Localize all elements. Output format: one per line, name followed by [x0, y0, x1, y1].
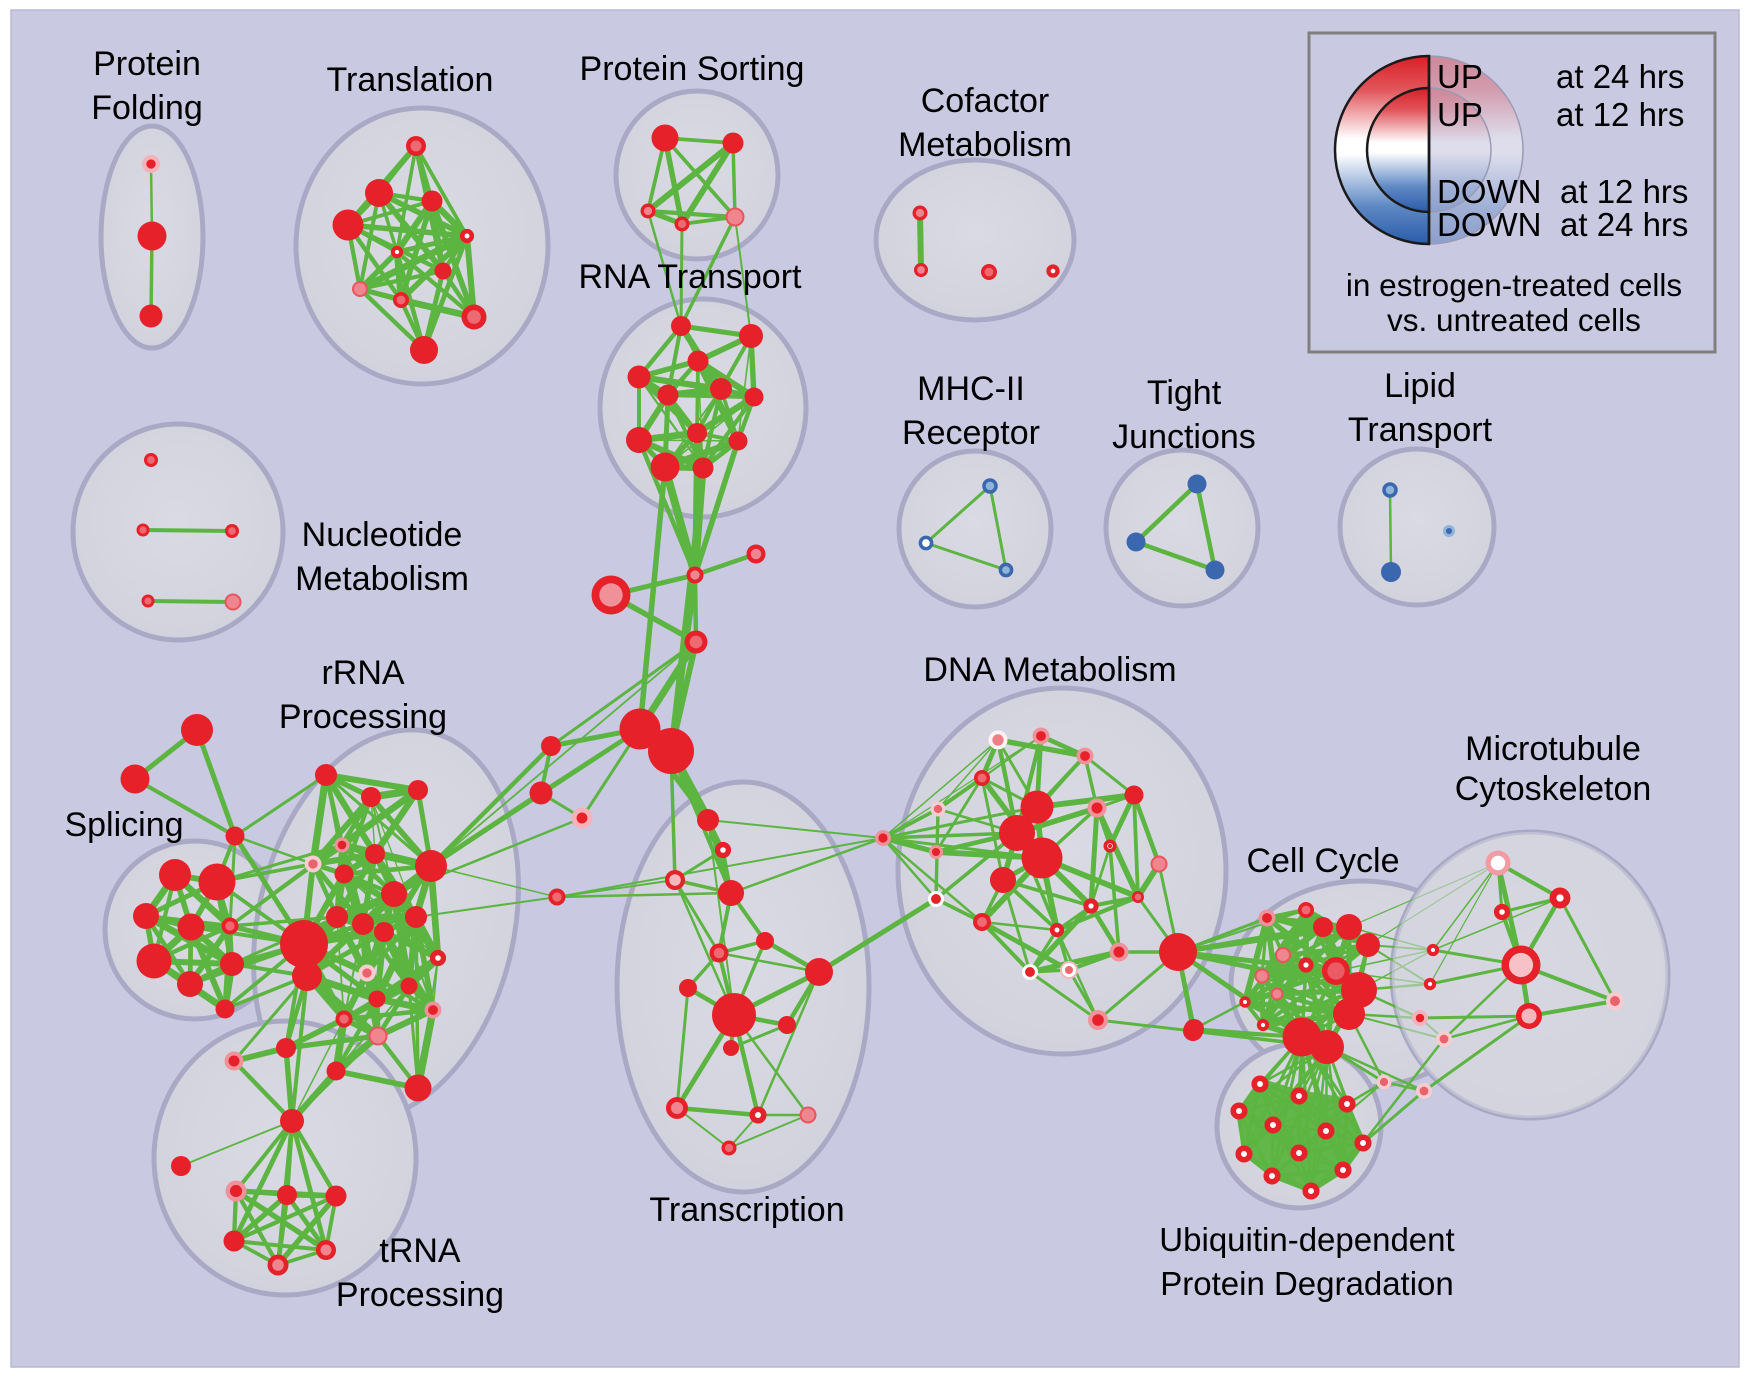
svg-text:Nucleotide: Nucleotide — [302, 516, 463, 554]
svg-text:at 24 hrs: at 24 hrs — [1556, 58, 1684, 95]
svg-text:Translation: Translation — [327, 61, 494, 99]
svg-text:Transport: Transport — [1348, 411, 1493, 449]
svg-text:Protein Degradation: Protein Degradation — [1160, 1265, 1454, 1302]
svg-text:rRNA: rRNA — [321, 654, 404, 692]
svg-text:at 12 hrs: at 12 hrs — [1560, 173, 1688, 210]
svg-text:Protein: Protein — [93, 45, 201, 83]
svg-text:at 12 hrs: at 12 hrs — [1556, 96, 1684, 133]
svg-text:MHC-II: MHC-II — [917, 370, 1025, 408]
svg-text:DNA Metabolism: DNA Metabolism — [923, 651, 1176, 689]
svg-text:DOWN: DOWN — [1437, 173, 1541, 210]
svg-text:Splicing: Splicing — [64, 806, 183, 844]
svg-text:Microtubule: Microtubule — [1465, 730, 1641, 768]
svg-text:Protein Sorting: Protein Sorting — [580, 50, 805, 88]
svg-text:tRNA: tRNA — [379, 1232, 461, 1270]
svg-text:Transcription: Transcription — [649, 1191, 844, 1229]
svg-text:Folding: Folding — [91, 89, 203, 127]
svg-text:Lipid: Lipid — [1384, 367, 1456, 405]
svg-text:Processing: Processing — [336, 1276, 504, 1314]
svg-text:vs. untreated cells: vs. untreated cells — [1387, 302, 1641, 338]
svg-text:RNA Transport: RNA Transport — [579, 258, 803, 296]
svg-text:Metabolism: Metabolism — [295, 560, 469, 598]
svg-text:Tight: Tight — [1147, 374, 1222, 412]
svg-text:in estrogen-treated cells: in estrogen-treated cells — [1346, 267, 1682, 303]
svg-text:Cytoskeleton: Cytoskeleton — [1455, 770, 1652, 808]
svg-text:Receptor: Receptor — [902, 414, 1040, 452]
svg-text:Ubiquitin-dependent: Ubiquitin-dependent — [1159, 1221, 1454, 1258]
svg-text:UP: UP — [1437, 58, 1483, 95]
svg-text:UP: UP — [1437, 96, 1483, 133]
svg-text:at 24 hrs: at 24 hrs — [1560, 206, 1688, 243]
svg-text:Cofactor: Cofactor — [921, 82, 1050, 120]
svg-text:Junctions: Junctions — [1112, 418, 1256, 456]
svg-text:Processing: Processing — [279, 698, 447, 736]
svg-text:Cell Cycle: Cell Cycle — [1246, 842, 1399, 880]
svg-text:Metabolism: Metabolism — [898, 126, 1072, 164]
svg-text:DOWN: DOWN — [1437, 206, 1541, 243]
